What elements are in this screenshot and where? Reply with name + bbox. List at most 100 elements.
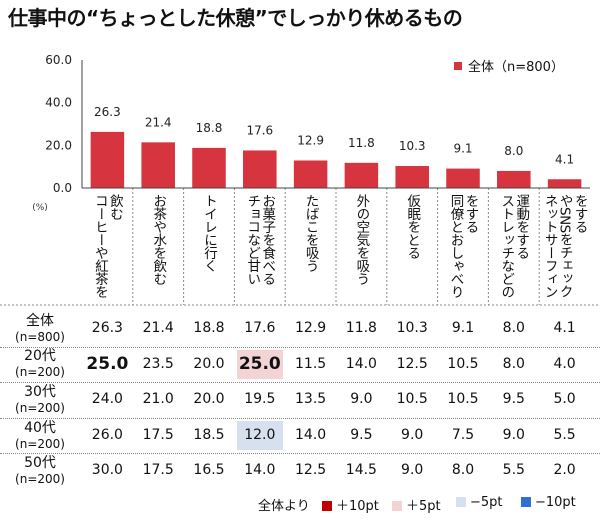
bar-3 xyxy=(243,150,277,188)
category-label-1-0: お茶や水を飲む xyxy=(150,194,167,286)
table-cell: 26.3 xyxy=(91,320,123,336)
category-label-5-0: 外の空気を吸う xyxy=(353,194,370,286)
table-cell: 12.0 xyxy=(236,420,283,451)
category-label-7-1: をする xyxy=(463,194,479,233)
table-row-label: 20代 (n=200) xyxy=(0,348,80,380)
category-label-8-1: 運動をする xyxy=(513,194,530,259)
bar-7 xyxy=(446,168,480,188)
table-row-divider xyxy=(0,346,600,348)
table-cell: 25.0 xyxy=(236,349,283,380)
table-cell: 5.5 xyxy=(553,426,576,443)
data-label-3: 17.6 xyxy=(246,123,273,137)
table-cell: 4.1 xyxy=(553,320,576,336)
highlight-legend-item: ＋10pt xyxy=(322,495,379,514)
table-cell: 4.0 xyxy=(553,355,576,372)
highlight-legend-swatch xyxy=(392,501,402,511)
table-row-divider xyxy=(0,417,600,419)
highlight-legend-label: ＋5pt xyxy=(406,499,441,514)
table-cell: 9.0 xyxy=(502,426,525,443)
table-cell: 10.5 xyxy=(447,391,479,408)
chart-title: 仕事中の“ちょっとした休憩”でしっかり休めるもの xyxy=(8,6,463,30)
data-label-2: 18.8 xyxy=(196,121,223,135)
y-tick-label-1: 20.0 xyxy=(45,138,72,152)
table-cell: 9.0 xyxy=(401,462,424,479)
table-cell: 19.5 xyxy=(244,391,276,408)
bar-9 xyxy=(547,179,582,188)
category-label-8-0: ストレッチなどの xyxy=(498,194,514,299)
table-cell: 2.0 xyxy=(553,462,576,479)
table-cell: 16.5 xyxy=(193,462,225,479)
table-cell: 11.5 xyxy=(295,355,327,372)
table-cell: 9.1 xyxy=(451,320,475,336)
row-sample-size: (n=200) xyxy=(15,365,65,380)
table-cell: 9.0 xyxy=(350,391,373,408)
highlight-legend: 全体より ＋10pt ＋5pt −5pt −10pt xyxy=(0,493,600,515)
table-row-divider xyxy=(0,382,600,384)
highlight-legend-prefix: 全体より xyxy=(258,499,310,514)
category-label-0-1: 飲む xyxy=(107,194,124,221)
highlight-legend-label: −5pt xyxy=(470,495,503,510)
table-cell: 18.8 xyxy=(193,320,225,336)
table-cell: 8.0 xyxy=(502,355,525,372)
bar-chart: 0.0 20.0 40.0 60.0 (%) 26.3 コーヒーや紅茶を 飲む 21.4 お茶や水… xyxy=(0,53,600,306)
table-row-label: 50代 (n=200) xyxy=(0,455,80,487)
y-unit-label: (%) xyxy=(32,203,48,213)
table-cell: 9.5 xyxy=(350,426,373,443)
category-label-3-0: チョコなど甘い xyxy=(244,194,261,285)
data-table: 全体 (n=800) 26.3 21.4 18.8 17.6 12.9 11.8 10.3 9.1… xyxy=(0,311,600,489)
bar-1 xyxy=(141,142,175,188)
bar-8 xyxy=(497,170,531,188)
table-cell: 21.4 xyxy=(142,320,174,336)
data-label-8: 8.0 xyxy=(504,144,523,158)
highlight-legend-swatch xyxy=(322,501,332,511)
table-cell: 12.5 xyxy=(295,462,327,479)
table-cell: 26.0 xyxy=(91,426,123,443)
table-cell: 12.5 xyxy=(396,355,428,372)
category-label-0-0: コーヒーや紅茶を xyxy=(92,194,109,298)
highlight-legend-item: −10pt xyxy=(521,495,576,510)
table-row-label: 40代 (n=200) xyxy=(0,420,80,452)
bar-4 xyxy=(293,160,328,188)
table-row-divider xyxy=(0,453,600,455)
row-group-label: 20代 xyxy=(24,348,56,365)
highlight-legend-swatch xyxy=(456,497,466,507)
category-label-7-0: 同僚とおしゃべり xyxy=(448,194,465,299)
table-cell: 20.0 xyxy=(193,391,225,408)
table-cell: 9.0 xyxy=(401,426,424,443)
data-label-5: 11.8 xyxy=(348,136,375,150)
table-cell: 10.3 xyxy=(396,320,428,336)
bar-6 xyxy=(395,166,429,188)
table-cell: 14.0 xyxy=(244,462,276,479)
table-cell: 24.0 xyxy=(91,391,123,408)
table-cell: 8.0 xyxy=(502,320,525,336)
row-group-label: 30代 xyxy=(24,384,56,400)
y-tick-label-0: 0.0 xyxy=(53,181,72,195)
table-cell: 12.9 xyxy=(295,320,327,336)
y-tick-label-3: 60.0 xyxy=(45,53,72,67)
data-label-9: 4.1 xyxy=(555,152,574,166)
table-cell: 5.5 xyxy=(502,462,525,479)
table-cell: 14.0 xyxy=(345,355,377,372)
table-cell: 10.5 xyxy=(447,355,479,372)
bar-0 xyxy=(90,131,125,188)
highlight-legend-swatch xyxy=(521,497,531,507)
table-cell: 21.0 xyxy=(142,391,174,408)
highlight-legend-label: −10pt xyxy=(535,495,576,510)
category-label-9-0: ネットサーフィン xyxy=(542,194,558,298)
table-row-label: 30代 (n=200) xyxy=(0,384,80,416)
category-label-2-0: トイレに行く xyxy=(201,194,218,272)
category-label-3-1: お菓子を食べる xyxy=(259,194,276,285)
table-cell: 14.0 xyxy=(295,426,327,443)
row-sample-size: (n=200) xyxy=(15,401,65,415)
y-tick-label-2: 40.0 xyxy=(45,96,72,110)
legend-label: 全体（n=800） xyxy=(468,59,564,75)
table-cell: 30.0 xyxy=(91,462,123,479)
table-cell: 17.5 xyxy=(142,426,174,443)
highlight-legend-label: ＋10pt xyxy=(336,499,379,514)
bar-2 xyxy=(192,147,226,188)
data-label-4: 12.9 xyxy=(297,133,324,147)
table-cell: 9.5 xyxy=(502,391,525,408)
table-cell: 10.5 xyxy=(396,391,428,408)
table-cell: 17.6 xyxy=(244,320,276,336)
category-label-4-0: たばこを吸う xyxy=(303,194,319,273)
